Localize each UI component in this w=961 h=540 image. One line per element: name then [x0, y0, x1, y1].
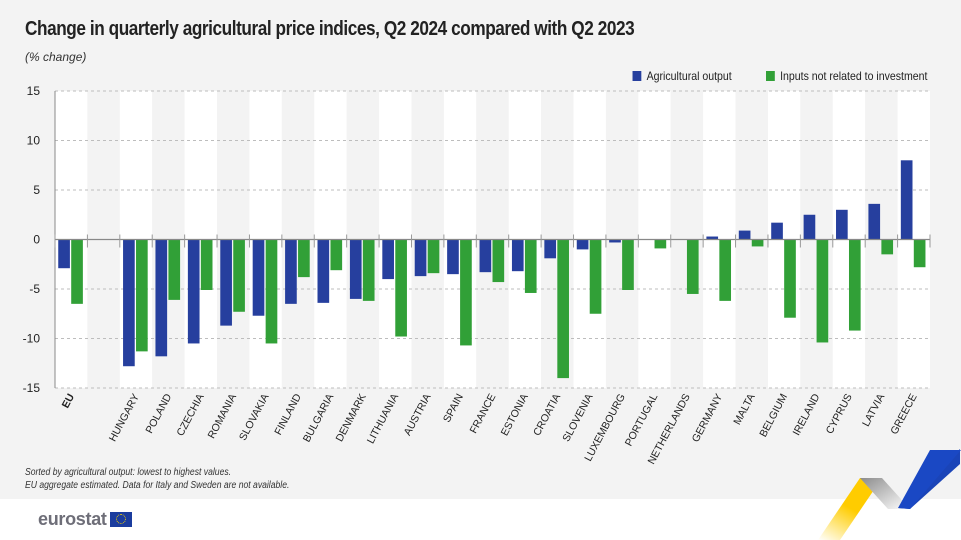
bar-inputs — [233, 239, 245, 312]
chart-title: Change in quarterly agricultural price i… — [25, 18, 635, 40]
bar-inputs — [622, 239, 634, 290]
bar-agricultural-output — [382, 239, 394, 280]
x-tick-label: FINLAND — [272, 391, 304, 437]
x-tick-label: FRANCE — [468, 392, 499, 436]
x-tick-label: CZECHIA — [174, 392, 206, 438]
legend-item-agricultural-output: Agricultural output — [632, 69, 732, 83]
footnotes: Sorted by agricultural output: lowest to… — [25, 466, 289, 492]
x-tick-label: LATVIA — [860, 392, 887, 429]
y-tick-label: 0 — [33, 233, 40, 247]
bar-agricultural-output — [349, 239, 362, 299]
eu-flag-icon — [109, 512, 132, 527]
bar-inputs — [298, 239, 310, 278]
bar-inputs — [816, 239, 829, 343]
x-tick-label: SLOVAKIA — [237, 392, 272, 443]
bar-inputs — [654, 239, 667, 249]
y-tick-label: 5 — [33, 183, 40, 197]
bar-agricultural-output — [771, 222, 783, 240]
x-tick-label: EU — [60, 392, 77, 411]
bar-agricultural-output — [803, 214, 816, 240]
x-tick-label: CYPRUS — [824, 392, 855, 436]
bar-chart: 15 10 5 0 -5 -10 -15 EU HUNGARY POLAND CZECHIAROMA… — [23, 84, 931, 466]
x-tick-label: CROATIA — [531, 392, 563, 438]
bar-inputs — [427, 239, 440, 274]
bar-inputs — [460, 239, 472, 346]
bar-agricultural-output — [609, 239, 621, 243]
logo-text: eurostat — [38, 509, 107, 529]
bar-inputs — [330, 239, 343, 271]
footnote-availability: EU aggregate estimated. Data for Italy a… — [25, 480, 290, 491]
x-tick-label: AUSTRIA — [402, 392, 434, 438]
bar-inputs — [686, 239, 699, 294]
x-tick-label: PORTUGAL — [623, 392, 661, 449]
bar-agricultural-output — [836, 209, 848, 240]
bar-agricultural-output — [187, 239, 200, 344]
bar-inputs — [784, 239, 796, 318]
legend: Agricultural output Inputs not related t… — [619, 69, 927, 83]
footnote-sorting: Sorted by agricultural output: lowest to… — [25, 467, 232, 478]
y-tick-label: -10 — [23, 332, 41, 346]
bar-agricultural-output — [123, 239, 135, 367]
bar-agricultural-output — [58, 239, 70, 269]
x-tick-label: BULGARIA — [301, 392, 337, 445]
legend-label: Agricultural output — [646, 69, 732, 83]
bar-agricultural-output — [544, 239, 557, 259]
bar-agricultural-output — [900, 160, 913, 240]
x-tick-label: POLAND — [143, 391, 174, 435]
bar-agricultural-output — [285, 239, 297, 304]
bar-agricultural-output — [317, 239, 330, 303]
bar-agricultural-output — [479, 239, 492, 273]
bar-agricultural-output — [576, 239, 589, 250]
bar-inputs — [524, 239, 537, 293]
x-tick-label: SPAIN — [441, 392, 466, 425]
bar-agricultural-output — [155, 239, 168, 357]
chart-subtitle: (% change) — [25, 50, 87, 64]
bar-agricultural-output — [738, 230, 751, 240]
bar-inputs — [557, 239, 569, 379]
bar-inputs — [881, 239, 894, 255]
bar-agricultural-output — [868, 203, 881, 240]
x-tick-label: ESTONIA — [499, 392, 531, 438]
bar-inputs — [589, 239, 602, 314]
legend-swatch-inputs — [765, 71, 775, 81]
bar-inputs — [168, 239, 181, 300]
x-tick-label: SLOVENIA — [560, 392, 595, 444]
bar-inputs — [492, 239, 505, 283]
ribbon-decoration-icon — [818, 449, 961, 540]
bar-agricultural-output — [706, 236, 719, 240]
bar-inputs — [71, 239, 83, 304]
y-tick-label: 10 — [27, 134, 41, 148]
bar-inputs — [913, 239, 926, 268]
bar-inputs — [848, 239, 861, 331]
bar-agricultural-output — [511, 239, 524, 272]
bar-inputs — [200, 239, 213, 290]
x-tick-label: BELGIUM — [757, 392, 790, 439]
x-tick-label: MALTA — [731, 392, 757, 427]
bar-agricultural-output — [447, 239, 459, 275]
x-tick-label: GERMANY — [690, 392, 726, 445]
bar-inputs — [362, 239, 375, 301]
bar-inputs — [265, 239, 278, 344]
bar-inputs — [719, 239, 732, 301]
bar-agricultural-output — [220, 239, 232, 326]
legend-swatch-agricultural-output — [632, 71, 642, 81]
eurostat-logo: eurostat — [38, 509, 132, 530]
x-tick-label: HUNGARY — [107, 392, 142, 444]
y-tick-label: -5 — [29, 282, 40, 296]
y-tick-label: -15 — [23, 381, 41, 395]
bar-inputs — [751, 239, 764, 247]
legend-label: Inputs not related to investment — [779, 69, 927, 83]
bar-inputs — [395, 239, 407, 337]
bar-agricultural-output — [414, 239, 427, 277]
y-tick-label: 15 — [27, 84, 41, 98]
legend-item-inputs: Inputs not related to investment — [765, 69, 927, 83]
x-tick-label: GREECE — [888, 392, 919, 437]
bar-agricultural-output — [252, 239, 265, 316]
x-tick-label: LITHUANIA — [365, 392, 401, 446]
x-tick-label: IRELAND — [791, 391, 823, 437]
bar-inputs — [136, 239, 148, 352]
x-tick-label: ROMANIA — [206, 392, 240, 441]
x-tick-label: DENMARK — [334, 392, 369, 444]
